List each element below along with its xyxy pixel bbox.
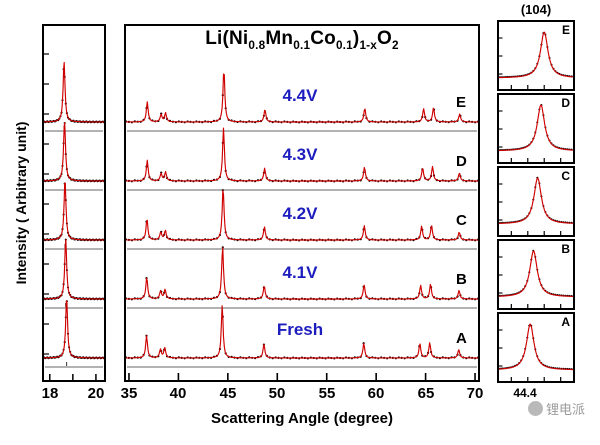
x-axis-label: Scattering Angle (degree) [211, 410, 393, 427]
peak-panel-b-plot [499, 249, 573, 308]
watermark: 锂电派 [528, 399, 585, 418]
peak-panel-a: A [497, 312, 575, 383]
title-segment: O [377, 28, 393, 49]
series-letter-b: B [456, 271, 467, 288]
left-panel-plot [44, 53, 104, 380]
watermark-text: 锂电派 [546, 402, 586, 417]
peak-panel-letter-a: A [561, 315, 570, 329]
title-subscript: 1-x [359, 38, 378, 52]
series-letter-a: A [456, 330, 467, 347]
x-tick-45: 45 [219, 385, 237, 402]
peak-panel-c-plot [499, 176, 573, 235]
voltage-label-c: 4.2V [282, 204, 318, 223]
peak-panel-c: C [497, 166, 575, 237]
left-panel [42, 24, 106, 382]
main-panel-plot [126, 73, 478, 380]
peak-panel-letter-c: C [561, 169, 570, 183]
x-tick-60: 60 [367, 385, 385, 402]
peak-panel-d: D [497, 93, 575, 164]
x-tick-65: 65 [417, 385, 435, 402]
title-subscript: 0.1 [293, 38, 311, 52]
title-segment: Mn [265, 28, 294, 49]
series-letter-d: D [456, 153, 467, 170]
hkl-104-label: (104) [520, 2, 552, 17]
title-segment: Li(Ni [205, 28, 249, 49]
peak-panel-letter-e: E [561, 23, 570, 37]
x-tick-18: 18 [41, 385, 59, 402]
series-letter-e: E [456, 94, 467, 111]
peak-panel-letter-b: B [561, 242, 570, 256]
chart-title: Li(Ni0.8Mn0.1Co0.1)1-xO2 [152, 28, 452, 52]
x-tick-50: 50 [268, 385, 286, 402]
title-segment: ) [352, 28, 360, 49]
voltage-label-e: 4.4V [282, 86, 318, 105]
title-subscript: 0.8 [248, 38, 266, 52]
peak-panel-e: E [497, 20, 575, 91]
x-tick-35: 35 [120, 385, 138, 402]
voltage-label-d: 4.3V [282, 145, 318, 164]
peak-panel-a-plot [499, 323, 573, 381]
title-subscript: 0.1 [335, 38, 353, 52]
x-tick-55: 55 [318, 385, 336, 402]
y-axis-label: Intensity ( Arbitrary unit) [13, 121, 29, 285]
peak-panel-b: B [497, 239, 575, 310]
x-tick-70: 70 [466, 385, 484, 402]
voltage-label-b: 4.1V [282, 263, 318, 282]
x-tick-20: 20 [87, 385, 105, 402]
peak-panel-letter-d: D [561, 96, 570, 110]
title-segment: Co [310, 28, 336, 49]
main-panel [124, 24, 480, 382]
series-letter-c: C [456, 212, 467, 229]
voltage-label-a: Fresh [276, 320, 324, 339]
x-tick-44-4: 44.4 [513, 386, 537, 400]
watermark-logo-icon [528, 401, 543, 416]
title-subscript: 2 [392, 38, 399, 52]
peak-panel-d-plot [499, 104, 573, 162]
x-tick-40: 40 [169, 385, 187, 402]
peak-panel-e-plot [499, 31, 573, 89]
